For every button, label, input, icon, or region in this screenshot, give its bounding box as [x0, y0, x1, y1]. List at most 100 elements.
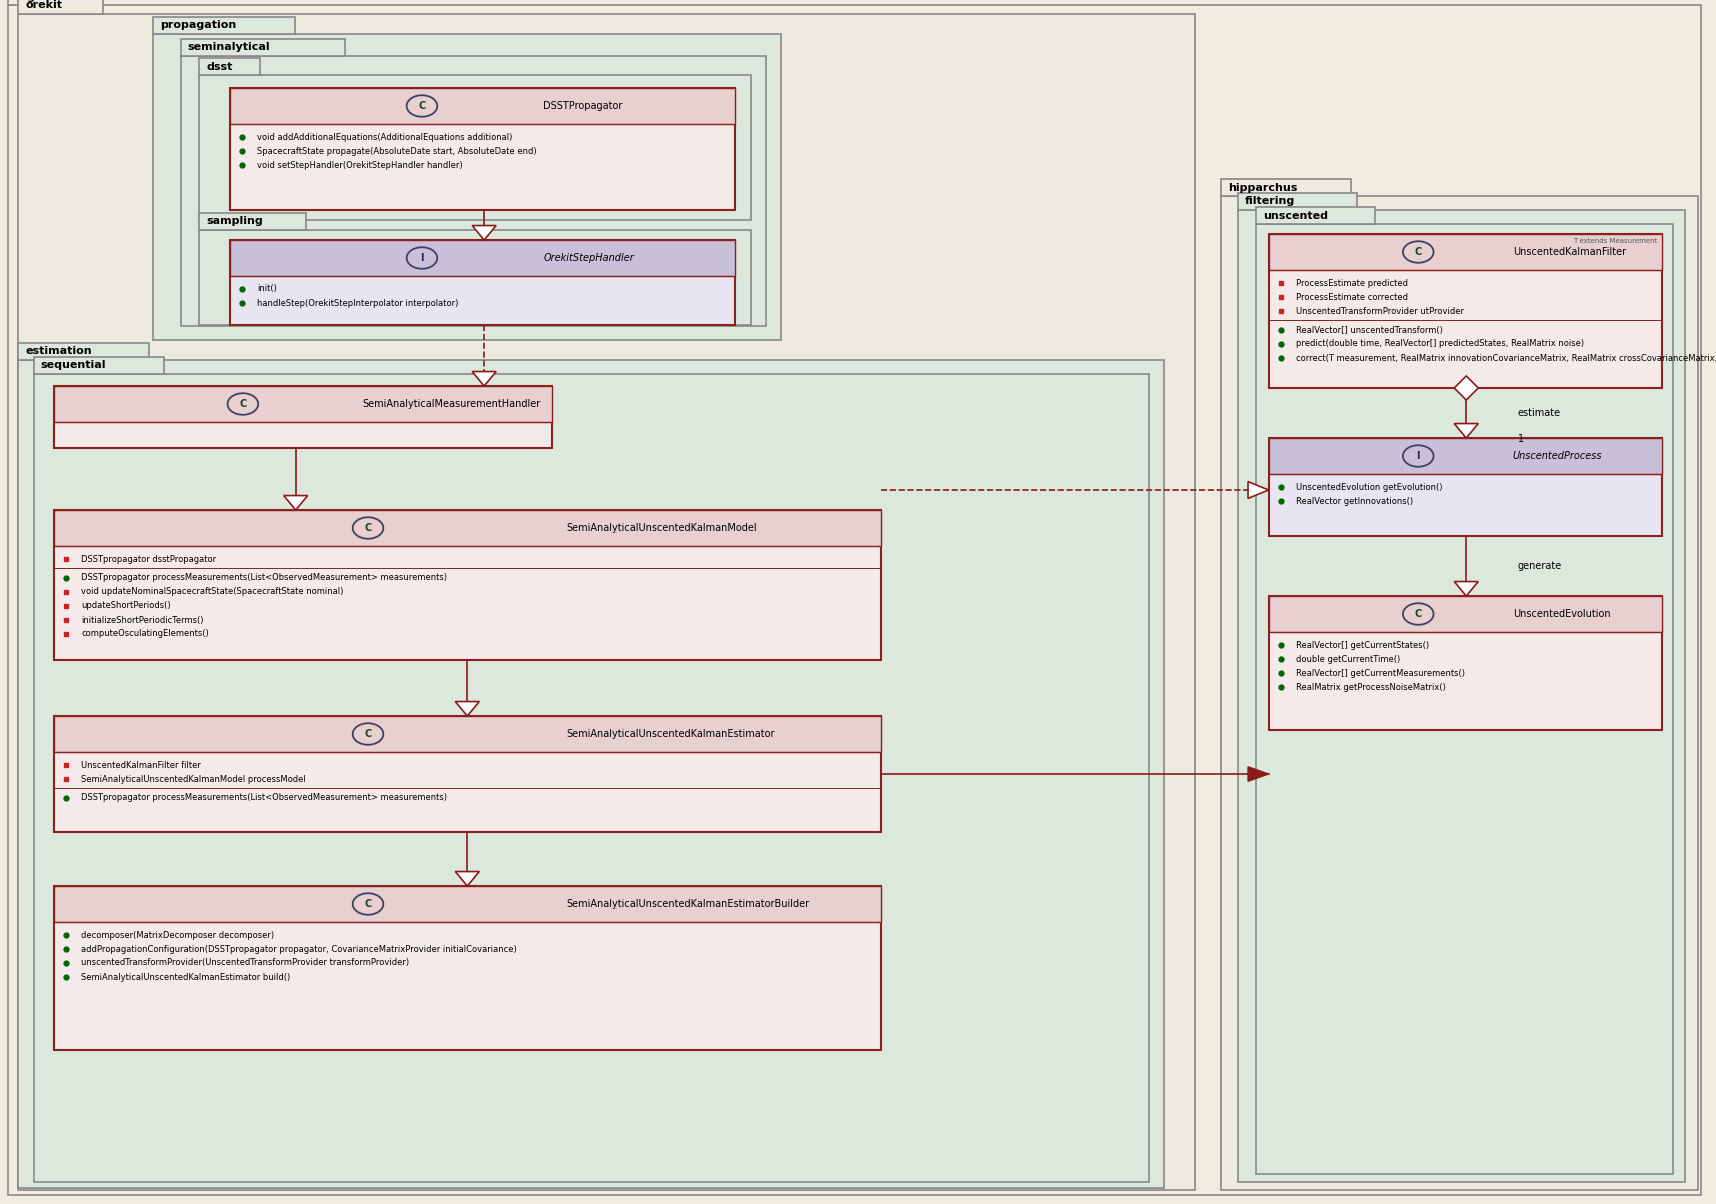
FancyBboxPatch shape: [1256, 224, 1673, 1174]
FancyBboxPatch shape: [19, 14, 1194, 1190]
Text: C: C: [364, 728, 372, 739]
FancyBboxPatch shape: [53, 716, 880, 752]
Text: C: C: [419, 101, 426, 111]
Text: init(): init(): [257, 284, 278, 294]
Text: RealVector[] unscentedTransform(): RealVector[] unscentedTransform(): [1296, 325, 1443, 335]
FancyBboxPatch shape: [230, 240, 736, 276]
FancyBboxPatch shape: [1268, 234, 1663, 270]
FancyBboxPatch shape: [1268, 596, 1663, 632]
Text: void addAdditionalEquations(AdditionalEquations additional): void addAdditionalEquations(AdditionalEq…: [257, 132, 513, 142]
FancyBboxPatch shape: [53, 886, 880, 1050]
Text: UnscentedEvolution: UnscentedEvolution: [1514, 609, 1610, 619]
Text: ProcessEstimate predicted: ProcessEstimate predicted: [1296, 278, 1409, 288]
Text: void updateNominalSpacecraftState(SpacecraftState nominal): void updateNominalSpacecraftState(Spacec…: [81, 588, 343, 596]
Text: handleStep(OrekitStepInterpolator interpolator): handleStep(OrekitStepInterpolator interp…: [257, 299, 458, 307]
Polygon shape: [455, 702, 479, 716]
Text: C: C: [364, 523, 372, 533]
Text: initializeShortPeriodicTerms(): initializeShortPeriodicTerms(): [81, 615, 204, 625]
FancyBboxPatch shape: [19, 360, 1165, 1188]
FancyBboxPatch shape: [199, 213, 307, 230]
Text: DSSTpropagator processMeasurements(List<ObservedMeasurement> measurements): DSSTpropagator processMeasurements(List<…: [81, 793, 448, 803]
FancyBboxPatch shape: [53, 510, 880, 545]
FancyBboxPatch shape: [1268, 438, 1663, 474]
FancyBboxPatch shape: [34, 358, 165, 374]
Text: I: I: [1416, 452, 1421, 461]
Circle shape: [1404, 241, 1433, 262]
FancyBboxPatch shape: [180, 39, 345, 57]
Text: DSSTpropagator dsstPropagator: DSSTpropagator dsstPropagator: [81, 555, 216, 563]
Text: C: C: [1414, 609, 1423, 619]
Text: orekit: orekit: [26, 0, 62, 11]
Text: unscentedTransformProvider(UnscentedTransformProvider transformProvider): unscentedTransformProvider(UnscentedTran…: [81, 958, 410, 968]
FancyBboxPatch shape: [1268, 234, 1663, 388]
Text: computeOsculatingElements(): computeOsculatingElements(): [81, 630, 209, 638]
FancyBboxPatch shape: [230, 240, 736, 325]
FancyBboxPatch shape: [1222, 179, 1352, 196]
FancyBboxPatch shape: [199, 75, 752, 220]
Text: SemiAnalyticalUnscentedKalmanModel: SemiAnalyticalUnscentedKalmanModel: [566, 523, 757, 533]
Text: propagation: propagation: [160, 20, 237, 30]
FancyBboxPatch shape: [53, 716, 880, 832]
FancyBboxPatch shape: [180, 57, 765, 326]
Circle shape: [407, 95, 438, 117]
Polygon shape: [472, 372, 496, 386]
Text: SemiAnalyticalUnscentedKalmanEstimatorBuilder: SemiAnalyticalUnscentedKalmanEstimatorBu…: [566, 899, 810, 909]
Text: DSSTpropagator processMeasurements(List<ObservedMeasurement> measurements): DSSTpropagator processMeasurements(List<…: [81, 573, 448, 583]
FancyBboxPatch shape: [53, 886, 880, 922]
FancyBboxPatch shape: [153, 34, 781, 340]
Text: UnscentedTransformProvider utProvider: UnscentedTransformProvider utProvider: [1296, 307, 1464, 315]
Polygon shape: [283, 496, 307, 510]
Text: RealVector[] getCurrentMeasurements(): RealVector[] getCurrentMeasurements(): [1296, 668, 1465, 678]
Text: UnscentedKalmanFilter: UnscentedKalmanFilter: [1514, 247, 1625, 256]
FancyBboxPatch shape: [199, 230, 752, 325]
FancyBboxPatch shape: [1237, 209, 1685, 1182]
Text: updateShortPeriods(): updateShortPeriods(): [81, 602, 172, 610]
FancyBboxPatch shape: [7, 0, 57, 5]
Text: org: org: [14, 0, 36, 1]
FancyBboxPatch shape: [19, 343, 149, 360]
FancyBboxPatch shape: [34, 374, 1150, 1182]
Text: estimation: estimation: [26, 347, 93, 356]
Polygon shape: [472, 225, 496, 240]
Text: C: C: [239, 399, 247, 409]
FancyBboxPatch shape: [7, 5, 1701, 1196]
FancyBboxPatch shape: [53, 386, 551, 421]
Text: sequential: sequential: [41, 360, 106, 371]
Text: DSSTPropagator: DSSTPropagator: [544, 101, 623, 111]
Text: dsst: dsst: [206, 61, 232, 71]
Text: T extends Measurement: T extends Measurement: [1574, 238, 1658, 244]
Circle shape: [228, 394, 257, 414]
Text: predict(double time, RealVector[] predictedStates, RealMatrix noise): predict(double time, RealVector[] predic…: [1296, 340, 1584, 348]
Text: unscented: unscented: [1263, 211, 1328, 220]
Text: 1: 1: [1517, 435, 1524, 444]
FancyBboxPatch shape: [230, 88, 736, 124]
Circle shape: [1404, 445, 1433, 467]
Text: addPropagationConfiguration(DSSTpropagator propagator, CovarianceMatrixProvider : addPropagationConfiguration(DSSTpropagat…: [81, 944, 517, 954]
Text: OrekitStepHandler: OrekitStepHandler: [544, 253, 633, 262]
Text: estimate: estimate: [1517, 408, 1562, 418]
Polygon shape: [1453, 376, 1477, 400]
FancyBboxPatch shape: [199, 58, 261, 75]
Text: filtering: filtering: [1244, 196, 1296, 207]
Polygon shape: [1248, 767, 1268, 781]
Polygon shape: [1453, 582, 1477, 596]
Text: UnscentedProcess: UnscentedProcess: [1514, 452, 1603, 461]
Circle shape: [407, 247, 438, 268]
Text: seminalytical: seminalytical: [187, 42, 271, 53]
Polygon shape: [1248, 482, 1268, 498]
Text: correct(T measurement, RealMatrix innovationCovarianceMatrix, RealMatrix crossCo: correct(T measurement, RealMatrix innova…: [1296, 354, 1716, 362]
Text: double getCurrentTime(): double getCurrentTime(): [1296, 655, 1400, 663]
Text: SemiAnalyticalMeasurementHandler: SemiAnalyticalMeasurementHandler: [362, 399, 541, 409]
Text: generate: generate: [1517, 561, 1562, 571]
Text: ProcessEstimate corrected: ProcessEstimate corrected: [1296, 293, 1409, 301]
FancyBboxPatch shape: [1256, 207, 1375, 224]
Text: UnscentedEvolution getEvolution(): UnscentedEvolution getEvolution(): [1296, 483, 1443, 491]
Text: sampling: sampling: [206, 217, 263, 226]
Circle shape: [1404, 603, 1433, 625]
FancyBboxPatch shape: [230, 88, 736, 209]
FancyBboxPatch shape: [53, 386, 551, 448]
Text: void setStepHandler(OrekitStepHandler handler): void setStepHandler(OrekitStepHandler ha…: [257, 160, 463, 170]
Text: SemiAnalyticalUnscentedKalmanEstimator build(): SemiAnalyticalUnscentedKalmanEstimator b…: [81, 973, 290, 981]
Text: C: C: [364, 899, 372, 909]
Text: RealVector[] getCurrentStates(): RealVector[] getCurrentStates(): [1296, 641, 1429, 649]
